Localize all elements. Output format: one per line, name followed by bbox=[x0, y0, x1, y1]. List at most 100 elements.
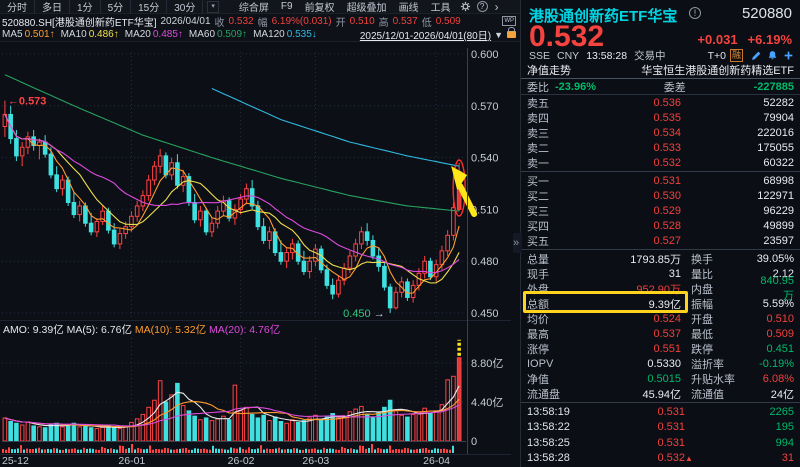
tick-volume: 994 bbox=[775, 436, 794, 449]
level-volume: 222016 bbox=[757, 126, 794, 139]
ma-label: MA20 bbox=[124, 29, 151, 40]
ask-row[interactable]: 卖五 0.536 52282 bbox=[521, 95, 800, 110]
stat-row: 外盘 952.90万 内盘 840.95万 bbox=[521, 275, 800, 302]
ma-legend-item: MA60 0.509↑ bbox=[189, 29, 247, 40]
ma-value: 0.486↑ bbox=[88, 29, 119, 40]
stat-value: 0.510 bbox=[766, 312, 794, 325]
stat-value: 0.524 bbox=[653, 312, 681, 325]
chevron-right-icon[interactable]: › bbox=[494, 0, 499, 14]
status-row: SSE CNY 13:58:28 交易中 T+0 融 bbox=[529, 48, 795, 63]
level-price: 0.536 bbox=[653, 96, 681, 109]
stat-value: 0.509 bbox=[766, 327, 794, 340]
ask-row[interactable]: 卖一 0.532 60322 bbox=[521, 155, 800, 170]
panel-expander-handle[interactable]: » bbox=[513, 233, 522, 253]
ask-row[interactable]: 卖二 0.533 175055 bbox=[521, 140, 800, 155]
gear-icon[interactable] bbox=[459, 1, 472, 12]
bell-icon[interactable] bbox=[766, 50, 779, 61]
stat-label: 换手 bbox=[691, 253, 713, 266]
quote-rows: 净值走势 华宝恒生港股通创新药精选ETF 委比 -23.96% 委差 -2278… bbox=[521, 62, 800, 466]
svg-text:26-04: 26-04 bbox=[423, 455, 450, 467]
tick-row: 13:58:25 0.531 994 bbox=[521, 435, 800, 451]
bid-row[interactable]: 买五 0.527 23597 bbox=[521, 233, 800, 248]
ask-row[interactable]: 卖三 0.534 222016 bbox=[521, 125, 800, 140]
kline-chart-wrap[interactable]: 0.600 0.570 0.540 0.510 0.480 0.450 8.80亿 4.40亿… bbox=[0, 42, 520, 467]
bid-row[interactable]: 买四 0.528 49899 bbox=[521, 218, 800, 233]
quote-panel: 港股通创新药ETF华宝 ! 520880 0.532 +0.031 +6.19% … bbox=[513, 0, 800, 467]
ask-row[interactable]: 卖四 0.535 79904 bbox=[521, 110, 800, 125]
stat-value: 24亿 bbox=[770, 388, 794, 401]
nav-trend-row[interactable]: 净值走势 华宝恒生港股通创新药精选ETF bbox=[521, 62, 800, 79]
info-icon[interactable]: ! bbox=[689, 7, 701, 19]
tick-row: 13:58:28 0.532 ▲ 31 bbox=[521, 451, 800, 467]
t0-badge: T+0 bbox=[707, 49, 726, 62]
stat-row: 总量 1793.85万 换手 39.05% bbox=[521, 251, 800, 266]
divider bbox=[521, 249, 800, 250]
menu-综合屏[interactable]: 综合屏 bbox=[238, 3, 269, 14]
ma-legend-item: MA5 0.501↑ bbox=[2, 29, 55, 40]
info-segment: 幅 bbox=[257, 17, 268, 29]
level-label: 卖一 bbox=[527, 157, 549, 170]
info-segment: 收 bbox=[214, 17, 225, 29]
help-icon[interactable]: ? bbox=[476, 1, 488, 12]
ma-value: 0.485↑ bbox=[152, 29, 183, 40]
ma-value: 0.501↑ bbox=[24, 29, 55, 40]
weicha-label: 委差 bbox=[663, 81, 686, 94]
ma-legend-item: MA10 0.486↑ bbox=[61, 29, 119, 40]
tab-5分[interactable]: 5分 bbox=[101, 0, 132, 14]
menu-画线[interactable]: 画线 bbox=[398, 3, 419, 14]
period-tabs: 分时 多日 1分 5分 15分 30分 bbox=[0, 0, 204, 14]
tab-30分[interactable]: 30分 bbox=[167, 0, 204, 14]
stat-row: 涨停 0.551 跌停 0.451 bbox=[521, 341, 800, 356]
stat-row: 现手 31 量比 2.12 bbox=[521, 266, 800, 281]
date-range-control[interactable]: 2025/12/01-2026/04/01(80日) ▼ bbox=[360, 27, 520, 42]
stat-value: 0.5015 bbox=[647, 372, 681, 385]
menu-工具[interactable]: 工具 bbox=[430, 3, 451, 14]
date-range-caret-icon[interactable]: ▼ bbox=[494, 29, 503, 40]
weibi-label: 委比 bbox=[527, 81, 549, 94]
info-segment: 520880.SH[港股通创新药ETF华宝] bbox=[2, 17, 157, 29]
menu-F9[interactable]: F9 bbox=[280, 1, 293, 12]
tab-分时[interactable]: 分时 bbox=[0, 0, 35, 14]
trading-status: 交易中 bbox=[634, 50, 666, 62]
period-dropdown-caret-icon[interactable]: ▾ bbox=[207, 0, 219, 13]
plus-icon[interactable] bbox=[782, 50, 795, 61]
symbol-info-values: 520880.SH[港股通创新药ETF华宝] 2026/04/01 收 0.532 幅 6… bbox=[0, 14, 465, 29]
wp-window-icon[interactable]: WP bbox=[502, 16, 516, 26]
stat-label: 净值 bbox=[527, 373, 549, 386]
menu-前复权[interactable]: 前复权 bbox=[304, 3, 335, 14]
kline-chart[interactable]: 0.600 0.570 0.540 0.510 0.480 0.450 8.80亿 4.40亿… bbox=[0, 42, 520, 467]
bid-row[interactable]: 买二 0.530 122971 bbox=[521, 188, 800, 203]
level-volume: 49899 bbox=[763, 219, 794, 232]
date-range-label[interactable]: 2025/12/01-2026/04/01(80日) bbox=[359, 31, 492, 42]
level-volume: 96229 bbox=[763, 204, 794, 217]
fund-code: 520880 bbox=[741, 5, 792, 22]
lock-icon[interactable] bbox=[507, 27, 516, 38]
level-label: 卖五 bbox=[527, 97, 549, 110]
ma-legend: MA5 0.501↑ MA10 0.486↑ MA20 0.485↑ MA60 0.509↑ M… bbox=[0, 29, 323, 40]
tab-15分[interactable]: 15分 bbox=[131, 0, 168, 14]
svg-text:AMO: 9.39亿 MA(5): 6.76亿 MA(1: AMO: 9.39亿 MA(5): 6.76亿 MA(10): 5.32亿 MA… bbox=[3, 323, 280, 336]
tick-row: 13:58:22 0.531 195 bbox=[521, 420, 800, 436]
ask-levels: 卖五 0.536 52282 卖四 0.535 79904 卖三 0.534 222016 卖二 0… bbox=[521, 95, 800, 170]
level-label: 买三 bbox=[527, 205, 549, 218]
stat-label: 最低 bbox=[691, 328, 713, 341]
stat-value: 0.5330 bbox=[647, 357, 681, 370]
menu-超级叠加[interactable]: 超级叠加 bbox=[346, 3, 387, 14]
tick-price: 0.531 bbox=[657, 405, 685, 418]
nav-trend-label[interactable]: 净值走势 bbox=[527, 65, 571, 77]
pencil-icon[interactable] bbox=[750, 50, 763, 61]
stat-value: 6.08% bbox=[762, 372, 794, 385]
tick-time: 13:58:28 bbox=[527, 452, 570, 465]
stat-value: 840.95万 bbox=[760, 274, 794, 302]
stat-value: 39.05% bbox=[756, 252, 794, 265]
stat-label: 内盘 bbox=[691, 283, 713, 296]
fund-full-name: 华宝恒生港股通创新药精选ETF bbox=[641, 65, 794, 77]
tab-多日[interactable]: 多日 bbox=[35, 0, 70, 14]
bid-row[interactable]: 买三 0.529 96229 bbox=[521, 203, 800, 218]
tab-1分[interactable]: 1分 bbox=[70, 0, 101, 14]
svg-text:0: 0 bbox=[471, 436, 477, 448]
ma-label: MA60 bbox=[188, 29, 216, 40]
quote-time: 13:58:28 bbox=[586, 49, 628, 62]
level-label: 买二 bbox=[527, 190, 549, 203]
bid-row[interactable]: 买一 0.531 68998 bbox=[521, 173, 800, 188]
